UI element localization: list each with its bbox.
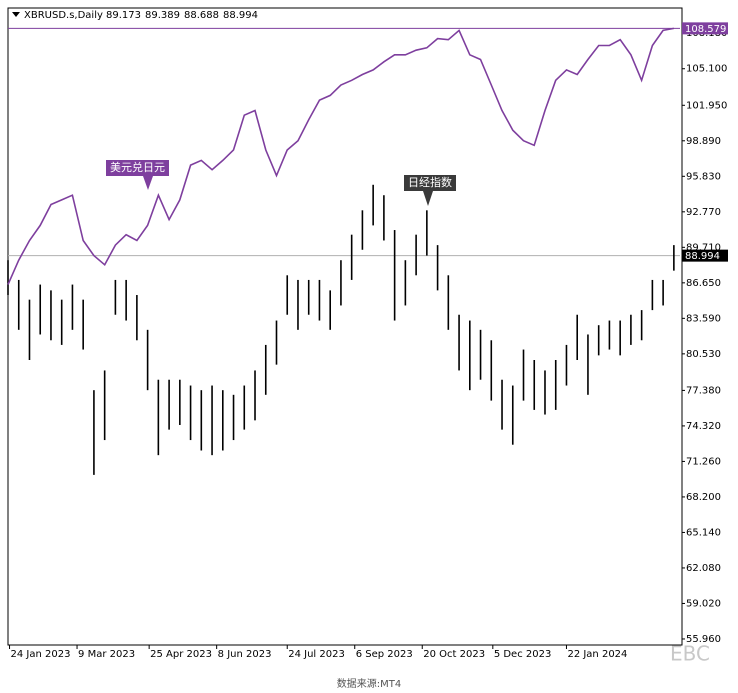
x-tick-label: 24 Jul 2023 <box>288 649 345 660</box>
x-tick-label: 5 Dec 2023 <box>494 649 552 660</box>
menu-arrow <box>12 12 20 17</box>
y-tick-label: 98.890 <box>686 136 721 147</box>
annotation-arrow <box>143 176 153 190</box>
overlay-line <box>7 27 675 285</box>
annotation-box <box>404 175 456 191</box>
overlay-price-label: 108.579 <box>685 24 726 35</box>
x-tick-label: 24 Jan 2023 <box>11 649 71 660</box>
x-tick-label: 22 Jan 2024 <box>567 649 627 660</box>
y-tick-label: 59.020 <box>686 598 721 609</box>
y-tick-label: 71.260 <box>686 456 721 467</box>
y-tick-label: 55.960 <box>686 634 721 645</box>
x-tick-label: 25 Apr 2023 <box>150 649 212 660</box>
y-tick-label: 89.710 <box>686 242 721 253</box>
y-tick-label: 92.770 <box>686 207 721 218</box>
y-tick-label: 80.530 <box>686 349 721 360</box>
price-label: 88.994 <box>685 251 720 262</box>
watermark: EBC <box>670 642 710 666</box>
y-tick-label: 86.650 <box>686 278 721 289</box>
y-tick-label: 105.100 <box>686 64 727 75</box>
y-tick-label: 68.200 <box>686 492 721 503</box>
plot-frame <box>7 7 683 646</box>
annotation-arrow <box>423 191 433 206</box>
header-value: 88.688 <box>184 10 219 21</box>
y-tick-label: 101.950 <box>686 100 727 111</box>
y-tick-label: 65.140 <box>686 527 721 538</box>
price-label-box <box>682 249 728 262</box>
annotation-box <box>106 160 169 176</box>
header-value: 88.994 <box>223 10 258 21</box>
y-tick-label: 95.830 <box>686 171 721 182</box>
x-tick-label: 8 Jun 2023 <box>218 649 272 660</box>
header-value: 89.173 <box>106 10 141 21</box>
y-tick-label: 74.320 <box>686 421 721 432</box>
overlay-price-label-box <box>682 22 728 35</box>
symbol-title: XBRUSD.s,Daily <box>24 10 103 21</box>
y-tick-label: 77.380 <box>686 385 721 396</box>
header-value: 89.389 <box>145 10 180 21</box>
x-tick-label: 6 Sep 2023 <box>356 649 413 660</box>
y-tick-label: 83.590 <box>686 313 721 324</box>
annotation-text: 美元兑日元 <box>110 160 165 174</box>
x-tick-label: 9 Mar 2023 <box>78 649 135 660</box>
source-note: 数据来源:MT4 <box>337 677 401 690</box>
y-tick-label: 62.080 <box>686 563 721 574</box>
x-tick-label: 20 Oct 2023 <box>423 649 485 660</box>
annotation-text: 日经指数 <box>408 175 452 189</box>
